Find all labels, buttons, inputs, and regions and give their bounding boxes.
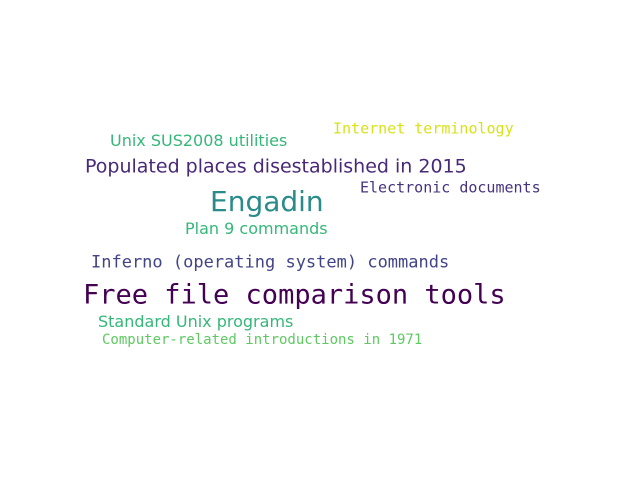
word-plan-9-commands: Plan 9 commands xyxy=(185,219,328,238)
word-computer-related-introductions-1971: Computer-related introductions in 1971 xyxy=(102,332,423,348)
word-inferno-commands: Inferno (operating system) commands xyxy=(91,252,450,273)
word-internet-terminology: Internet terminology xyxy=(333,119,514,138)
word-unix-sus2008-utilities: Unix SUS2008 utilities xyxy=(110,131,288,150)
word-populated-places-disestablished-2015: Populated places disestablished in 2015 xyxy=(85,155,467,178)
word-standard-unix-programs: Standard Unix programs xyxy=(98,312,294,331)
word-free-file-comparison-tools: Free file comparison tools xyxy=(83,279,506,311)
word-engadin: Engadin xyxy=(210,185,324,218)
word-electronic-documents: Electronic documents xyxy=(360,178,541,197)
